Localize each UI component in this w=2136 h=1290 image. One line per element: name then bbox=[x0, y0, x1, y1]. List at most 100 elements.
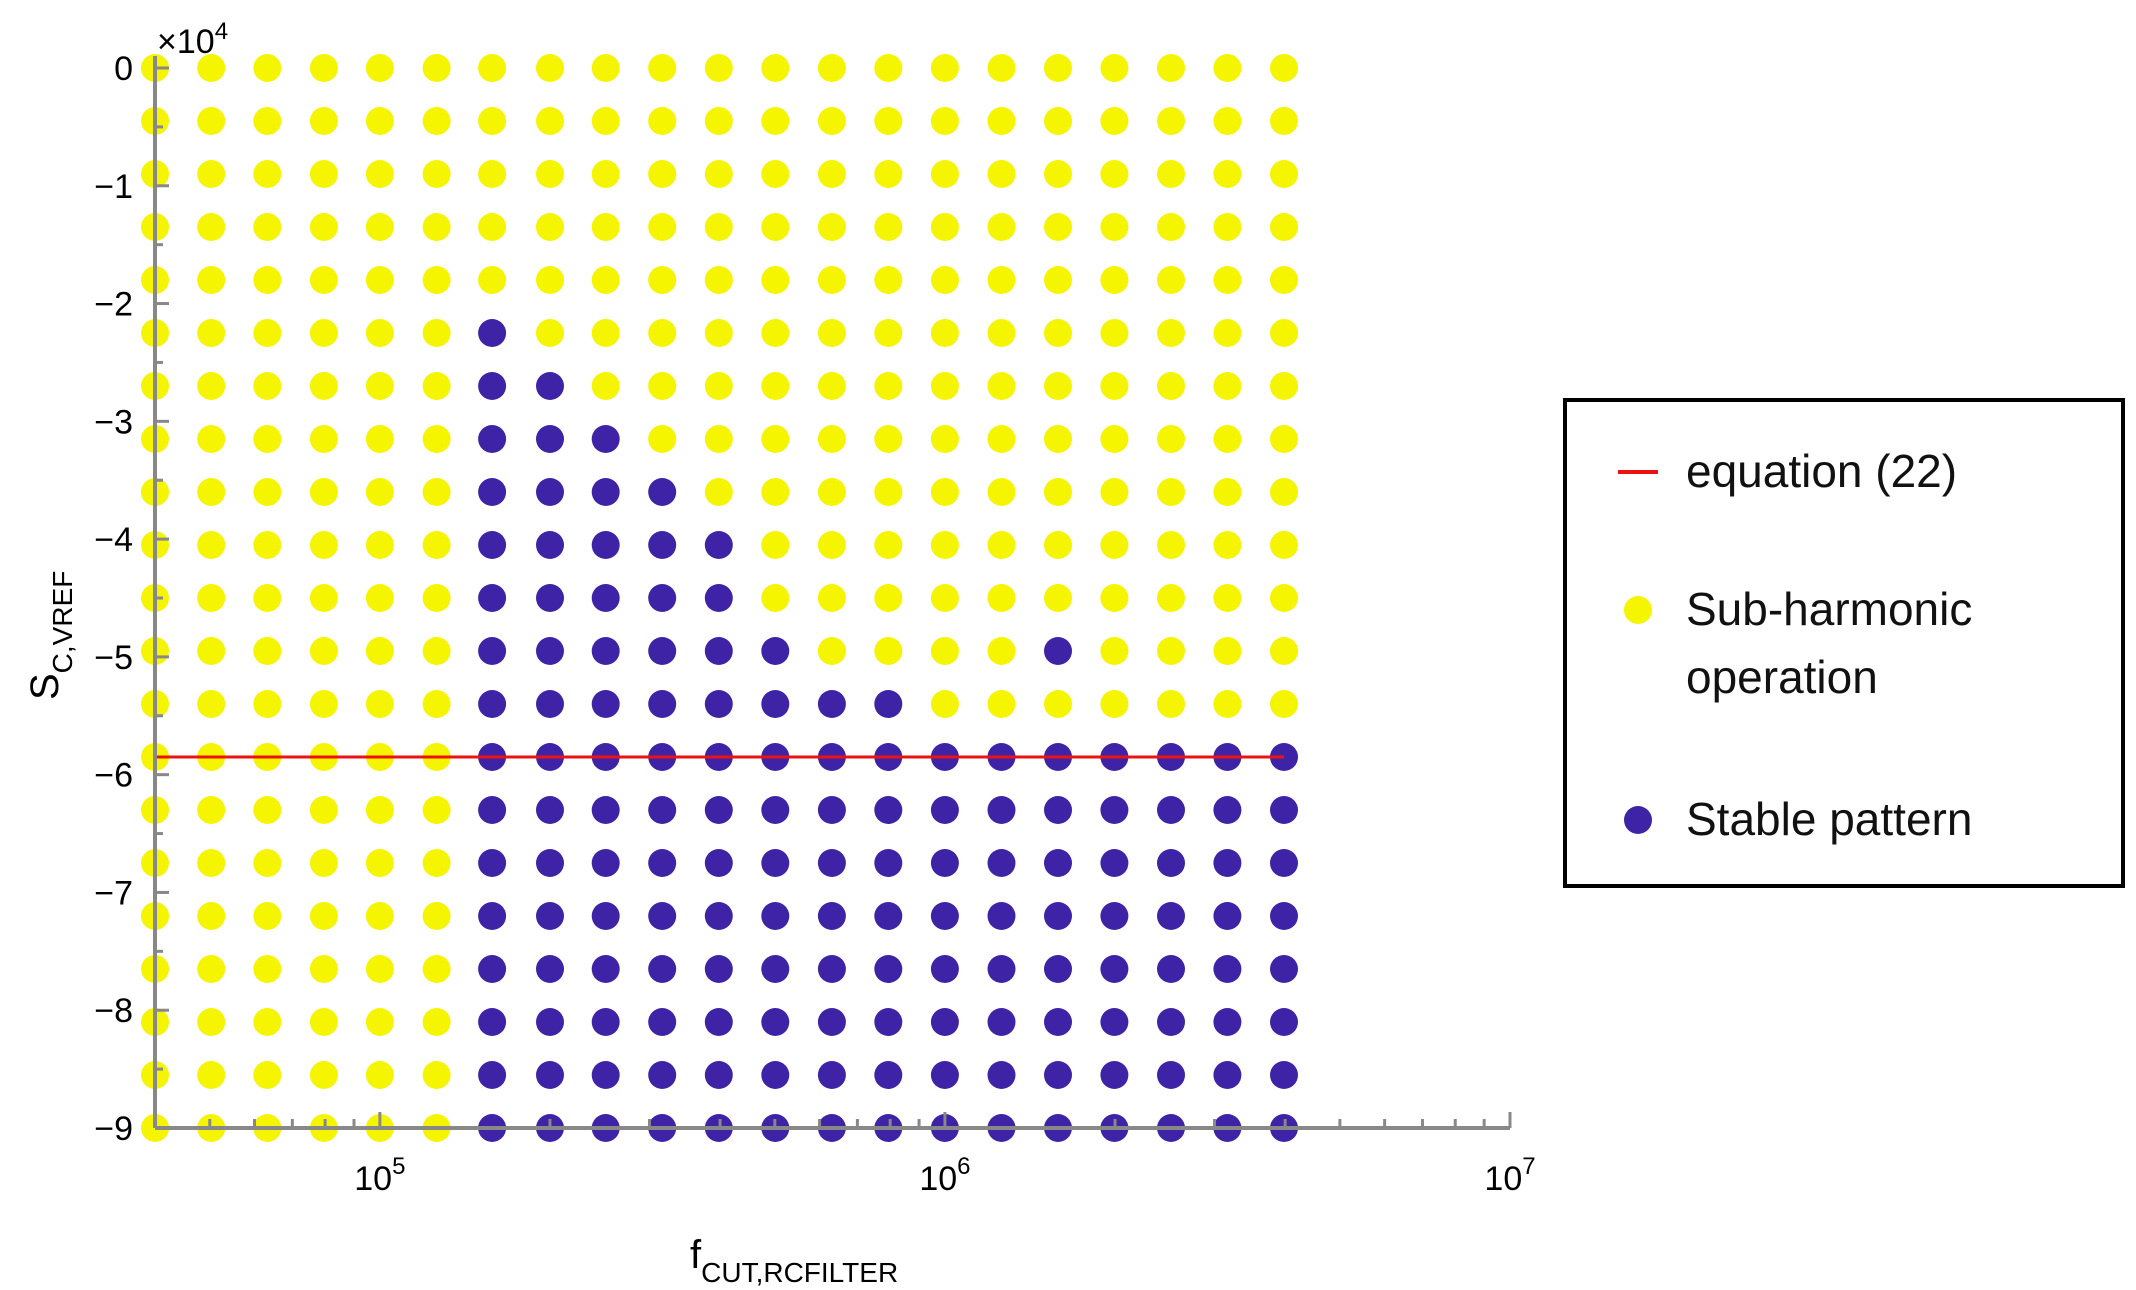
stable-pattern-point bbox=[478, 584, 507, 612]
stable-pattern-point bbox=[761, 690, 790, 718]
stable-pattern-point bbox=[874, 1061, 903, 1089]
subharmonic-point bbox=[1044, 425, 1072, 453]
subharmonic-point bbox=[874, 425, 903, 453]
subharmonic-point bbox=[365, 584, 394, 612]
stable-pattern-point bbox=[591, 1061, 620, 1089]
subharmonic-point bbox=[987, 531, 1016, 559]
stable-pattern-point bbox=[478, 372, 507, 400]
stable-pattern-point bbox=[987, 1008, 1016, 1036]
subharmonic-point bbox=[365, 213, 394, 241]
subharmonic-point bbox=[365, 902, 394, 930]
subharmonic-point bbox=[422, 425, 451, 453]
stable-pattern-point bbox=[1213, 955, 1242, 983]
stable-pattern-point bbox=[874, 955, 903, 983]
stable-pattern-point bbox=[1270, 902, 1298, 930]
stable-pattern-point bbox=[874, 690, 903, 718]
subharmonic-point bbox=[1213, 478, 1242, 506]
subharmonic-point bbox=[197, 637, 226, 665]
subharmonic-point bbox=[930, 319, 959, 347]
subharmonic-point bbox=[987, 54, 1016, 82]
subharmonic-point bbox=[1044, 107, 1072, 135]
stable-pattern-point bbox=[1157, 1008, 1185, 1036]
subharmonic-point bbox=[704, 160, 733, 188]
subharmonic-point bbox=[197, 796, 226, 824]
subharmonic-point bbox=[253, 796, 282, 824]
stable-pattern-point bbox=[1044, 955, 1072, 983]
subharmonic-point bbox=[309, 955, 338, 983]
subharmonic-point bbox=[422, 478, 451, 506]
subharmonic-point bbox=[987, 319, 1016, 347]
subharmonic-point bbox=[591, 213, 620, 241]
stable-pattern-point bbox=[591, 902, 620, 930]
subharmonic-point bbox=[253, 690, 282, 718]
stable-pattern-point bbox=[478, 637, 507, 665]
y-tick-label: −1 bbox=[94, 168, 133, 206]
subharmonic-point bbox=[1270, 637, 1298, 665]
subharmonic-point bbox=[874, 107, 903, 135]
subharmonic-point bbox=[761, 531, 790, 559]
subharmonic-point bbox=[365, 955, 394, 983]
subharmonic-point bbox=[197, 584, 226, 612]
subharmonic-point bbox=[1044, 319, 1072, 347]
subharmonic-point bbox=[1100, 531, 1129, 559]
stable-pattern-point bbox=[817, 690, 846, 718]
legend-box bbox=[1563, 398, 2125, 888]
stable-pattern-point bbox=[704, 531, 733, 559]
subharmonic-point bbox=[253, 1061, 282, 1089]
subharmonic-point bbox=[309, 637, 338, 665]
x-tick-label: 107 bbox=[1484, 1153, 1535, 1198]
subharmonic-point bbox=[1157, 213, 1185, 241]
data-points bbox=[141, 54, 1298, 1142]
stable-pattern-point bbox=[704, 690, 733, 718]
stable-pattern-point bbox=[704, 902, 733, 930]
subharmonic-point bbox=[817, 107, 846, 135]
subharmonic-point bbox=[704, 54, 733, 82]
stable-pattern-point bbox=[536, 1061, 564, 1089]
subharmonic-point bbox=[1213, 584, 1242, 612]
subharmonic-point bbox=[874, 584, 903, 612]
subharmonic-point bbox=[365, 1008, 394, 1036]
subharmonic-point bbox=[1100, 584, 1129, 612]
stable-pattern-point bbox=[1270, 1008, 1298, 1036]
subharmonic-point bbox=[309, 372, 338, 400]
stable-pattern-point bbox=[1157, 955, 1185, 983]
subharmonic-point bbox=[197, 531, 226, 559]
subharmonic-point bbox=[1270, 584, 1298, 612]
subharmonic-point bbox=[309, 584, 338, 612]
subharmonic-point bbox=[365, 319, 394, 347]
stable-pattern-point bbox=[1044, 1008, 1072, 1036]
subharmonic-point bbox=[1100, 690, 1129, 718]
subharmonic-point bbox=[422, 160, 451, 188]
subharmonic-point bbox=[1157, 160, 1185, 188]
subharmonic-point bbox=[253, 849, 282, 877]
subharmonic-point bbox=[987, 425, 1016, 453]
subharmonic-point bbox=[309, 319, 338, 347]
subharmonic-point bbox=[197, 902, 226, 930]
subharmonic-point bbox=[930, 425, 959, 453]
subharmonic-point bbox=[874, 54, 903, 82]
subharmonic-point bbox=[1270, 266, 1298, 294]
subharmonic-point bbox=[253, 372, 282, 400]
subharmonic-point bbox=[1100, 54, 1129, 82]
stable-pattern-point bbox=[536, 531, 564, 559]
stable-pattern-point bbox=[536, 478, 564, 506]
stable-pattern-point bbox=[536, 425, 564, 453]
legend: equation (22) Sub-harmonic operation Sta… bbox=[1563, 398, 2125, 888]
stable-pattern-point bbox=[648, 796, 677, 824]
subharmonic-point bbox=[197, 690, 226, 718]
subharmonic-point bbox=[365, 372, 394, 400]
subharmonic-point bbox=[253, 213, 282, 241]
stable-pattern-point bbox=[591, 584, 620, 612]
subharmonic-point bbox=[365, 531, 394, 559]
stable-pattern-point bbox=[817, 796, 846, 824]
stable-pattern-point bbox=[1270, 796, 1298, 824]
stable-pattern-point bbox=[930, 1061, 959, 1089]
subharmonic-point bbox=[648, 372, 677, 400]
subharmonic-point bbox=[197, 160, 226, 188]
stable-pattern-point bbox=[761, 796, 790, 824]
stable-pattern-point bbox=[1157, 902, 1185, 930]
subharmonic-point bbox=[365, 160, 394, 188]
subharmonic-point bbox=[365, 266, 394, 294]
stable-pattern-point bbox=[1100, 1061, 1129, 1089]
